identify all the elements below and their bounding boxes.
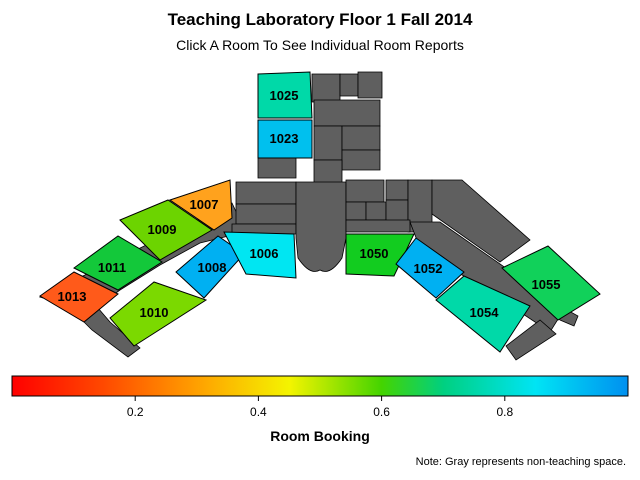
- tick-label: 0.4: [250, 405, 267, 419]
- room-1052[interactable]: [395, 237, 465, 299]
- tick-label: 0.6: [373, 405, 390, 419]
- note-text: Note: Gray represents non-teaching space…: [415, 456, 626, 468]
- room-1009[interactable]: [119, 199, 213, 261]
- legend-title: Room Booking: [270, 428, 370, 444]
- room-1055[interactable]: [501, 245, 601, 321]
- tick-label: 0.2: [127, 405, 144, 419]
- room-1011[interactable]: [73, 235, 163, 291]
- color-bar-gradient: [11, 375, 629, 397]
- tick-label: 0.8: [496, 405, 513, 419]
- room-1025[interactable]: [257, 71, 313, 119]
- color-bar-ticks: 0.2 0.4 0.6 0.8: [127, 396, 513, 419]
- teaching-rooms: [39, 71, 601, 353]
- map-title: Teaching Laboratory Floor 1 Fall 2014: [167, 10, 473, 29]
- room-1054[interactable]: [435, 275, 531, 353]
- room-1007[interactable]: [168, 179, 233, 231]
- room-1010[interactable]: [109, 281, 208, 347]
- color-bar: 0.2 0.4 0.6 0.8: [11, 375, 629, 419]
- room-1023[interactable]: [257, 119, 313, 159]
- room-1013[interactable]: [39, 271, 119, 323]
- map-subtitle: Click A Room To See Individual Room Repo…: [176, 37, 464, 53]
- room-1006[interactable]: [223, 231, 297, 279]
